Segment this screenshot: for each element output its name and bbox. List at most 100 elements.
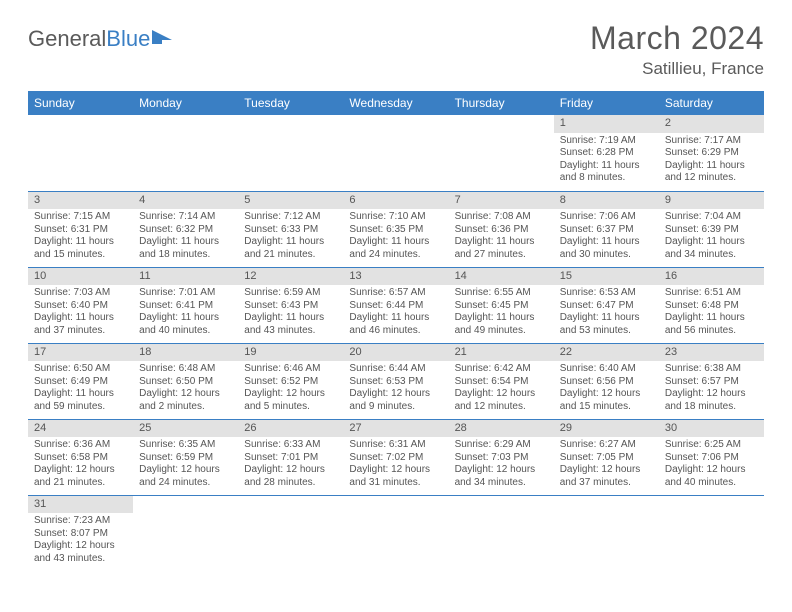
day-number: 25	[133, 420, 238, 438]
calendar-cell: 28Sunrise: 6:29 AMSunset: 7:03 PMDayligh…	[449, 419, 554, 495]
calendar-cell: 26Sunrise: 6:33 AMSunset: 7:01 PMDayligh…	[238, 419, 343, 495]
daylight-line: Daylight: 11 hours and 46 minutes.	[349, 312, 442, 337]
header: GeneralBlue March 2024 Satillieu, France	[28, 20, 764, 79]
calendar-cell	[28, 115, 133, 191]
sunset-line: Sunset: 6:45 PM	[455, 300, 548, 313]
day-details: Sunrise: 6:27 AMSunset: 7:05 PMDaylight:…	[554, 437, 659, 493]
calendar-cell: 22Sunrise: 6:40 AMSunset: 6:56 PMDayligh…	[554, 343, 659, 419]
location: Satillieu, France	[590, 59, 764, 79]
calendar-cell	[659, 495, 764, 571]
day-number: 22	[554, 344, 659, 362]
calendar-cell: 15Sunrise: 6:53 AMSunset: 6:47 PMDayligh…	[554, 267, 659, 343]
calendar-cell	[238, 115, 343, 191]
sunset-line: Sunset: 7:06 PM	[665, 452, 758, 465]
sunset-line: Sunset: 6:41 PM	[139, 300, 232, 313]
daylight-line: Daylight: 12 hours and 31 minutes.	[349, 464, 442, 489]
sunset-line: Sunset: 6:39 PM	[665, 224, 758, 237]
sunrise-line: Sunrise: 6:33 AM	[244, 439, 337, 452]
calendar-row: 10Sunrise: 7:03 AMSunset: 6:40 PM Dayligh…	[28, 267, 764, 343]
calendar-cell	[238, 495, 343, 571]
calendar-cell: 25Sunrise: 6:35 AMSunset: 6:59 PMDayligh…	[133, 419, 238, 495]
calendar-cell: 24Sunrise: 6:36 AMSunset: 6:58 PMDayligh…	[28, 419, 133, 495]
day-details: Sunrise: 6:59 AMSunset: 6:43 PMDaylight:…	[238, 285, 343, 341]
day-details	[449, 119, 554, 125]
sunrise-line: Sunrise: 7:03 AM	[34, 287, 127, 300]
daylight-line: Daylight: 12 hours and 40 minutes.	[665, 464, 758, 489]
day-details: Sunrise: 6:42 AMSunset: 6:54 PMDaylight:…	[449, 361, 554, 417]
daylight-line: Daylight: 12 hours and 15 minutes.	[560, 388, 653, 413]
day-number: 24	[28, 420, 133, 438]
day-details: Sunrise: 6:55 AMSunset: 6:45 PMDaylight:…	[449, 285, 554, 341]
sunrise-line: Sunrise: 6:31 AM	[349, 439, 442, 452]
sunrise-line: Sunrise: 6:53 AM	[560, 287, 653, 300]
sunrise-line: Sunrise: 7:01 AM	[139, 287, 232, 300]
sunset-line: Sunset: 6:56 PM	[560, 376, 653, 389]
sunset-line: Sunset: 6:32 PM	[139, 224, 232, 237]
sunrise-line: Sunrise: 6:42 AM	[455, 363, 548, 376]
sunrise-line: Sunrise: 6:36 AM	[34, 439, 127, 452]
sunrise-line: Sunrise: 6:40 AM	[560, 363, 653, 376]
day-number: 10	[28, 268, 133, 286]
calendar-cell: 14Sunrise: 6:55 AMSunset: 6:45 PMDayligh…	[449, 267, 554, 343]
daylight-line: Daylight: 12 hours and 18 minutes.	[665, 388, 758, 413]
day-details	[133, 500, 238, 506]
day-details: Sunrise: 6:25 AMSunset: 7:06 PMDaylight:…	[659, 437, 764, 493]
day-details: Sunrise: 6:44 AMSunset: 6:53 PMDaylight:…	[343, 361, 448, 417]
sunrise-line: Sunrise: 6:57 AM	[349, 287, 442, 300]
sunset-line: Sunset: 6:48 PM	[665, 300, 758, 313]
calendar-cell	[554, 495, 659, 571]
day-number: 27	[343, 420, 448, 438]
daylight-line: Daylight: 12 hours and 5 minutes.	[244, 388, 337, 413]
sunset-line: Sunset: 6:40 PM	[34, 300, 127, 313]
day-number: 1	[554, 115, 659, 133]
daylight-line: Daylight: 11 hours and 40 minutes.	[139, 312, 232, 337]
sunrise-line: Sunrise: 7:08 AM	[455, 211, 548, 224]
sunset-line: Sunset: 6:33 PM	[244, 224, 337, 237]
day-details	[133, 119, 238, 125]
daylight-line: Daylight: 12 hours and 28 minutes.	[244, 464, 337, 489]
daylight-line: Daylight: 11 hours and 12 minutes.	[665, 160, 758, 185]
sunrise-line: Sunrise: 6:50 AM	[34, 363, 127, 376]
calendar-cell: 5Sunrise: 7:12 AMSunset: 6:33 PMDaylight…	[238, 191, 343, 267]
day-number: 18	[133, 344, 238, 362]
calendar-cell: 3Sunrise: 7:15 AMSunset: 6:31 PMDaylight…	[28, 191, 133, 267]
daylight-line: Daylight: 12 hours and 9 minutes.	[349, 388, 442, 413]
day-number: 23	[659, 344, 764, 362]
sunrise-line: Sunrise: 6:48 AM	[139, 363, 232, 376]
day-details: Sunrise: 6:51 AMSunset: 6:48 PMDaylight:…	[659, 285, 764, 341]
weekday-header: Friday	[554, 91, 659, 115]
calendar-row: 1Sunrise: 7:19 AMSunset: 6:28 PMDaylight…	[28, 115, 764, 191]
calendar-cell: 9Sunrise: 7:04 AMSunset: 6:39 PMDaylight…	[659, 191, 764, 267]
daylight-line: Daylight: 12 hours and 43 minutes.	[34, 540, 127, 565]
day-number: 9	[659, 192, 764, 210]
day-details: Sunrise: 6:57 AMSunset: 6:44 PMDaylight:…	[343, 285, 448, 341]
day-details: Sunrise: 7:08 AMSunset: 6:36 PMDaylight:…	[449, 209, 554, 265]
daylight-line: Daylight: 11 hours and 30 minutes.	[560, 236, 653, 261]
day-details	[343, 119, 448, 125]
calendar-cell: 6Sunrise: 7:10 AMSunset: 6:35 PMDaylight…	[343, 191, 448, 267]
daylight-line: Daylight: 12 hours and 21 minutes.	[34, 464, 127, 489]
calendar-cell	[343, 495, 448, 571]
sunrise-line: Sunrise: 7:14 AM	[139, 211, 232, 224]
calendar-cell: 8Sunrise: 7:06 AMSunset: 6:37 PMDaylight…	[554, 191, 659, 267]
daylight-line: Daylight: 11 hours and 15 minutes.	[34, 236, 127, 261]
calendar-cell: 31Sunrise: 7:23 AMSunset: 8:07 PMDayligh…	[28, 495, 133, 571]
flag-icon	[152, 30, 174, 46]
sunrise-line: Sunrise: 6:29 AM	[455, 439, 548, 452]
title-block: March 2024 Satillieu, France	[590, 20, 764, 79]
day-number: 3	[28, 192, 133, 210]
daylight-line: Daylight: 12 hours and 24 minutes.	[139, 464, 232, 489]
calendar-cell: 12Sunrise: 6:59 AMSunset: 6:43 PMDayligh…	[238, 267, 343, 343]
day-number: 29	[554, 420, 659, 438]
day-details: Sunrise: 6:31 AMSunset: 7:02 PMDaylight:…	[343, 437, 448, 493]
sunrise-line: Sunrise: 6:25 AM	[665, 439, 758, 452]
day-details: Sunrise: 7:06 AMSunset: 6:37 PMDaylight:…	[554, 209, 659, 265]
sunset-line: Sunset: 6:43 PM	[244, 300, 337, 313]
calendar-cell: 13Sunrise: 6:57 AMSunset: 6:44 PMDayligh…	[343, 267, 448, 343]
weekday-header-row: Sunday Monday Tuesday Wednesday Thursday…	[28, 91, 764, 115]
day-details: Sunrise: 7:04 AMSunset: 6:39 PMDaylight:…	[659, 209, 764, 265]
daylight-line: Daylight: 12 hours and 34 minutes.	[455, 464, 548, 489]
weekday-header: Saturday	[659, 91, 764, 115]
weekday-header: Thursday	[449, 91, 554, 115]
sunrise-line: Sunrise: 7:06 AM	[560, 211, 653, 224]
